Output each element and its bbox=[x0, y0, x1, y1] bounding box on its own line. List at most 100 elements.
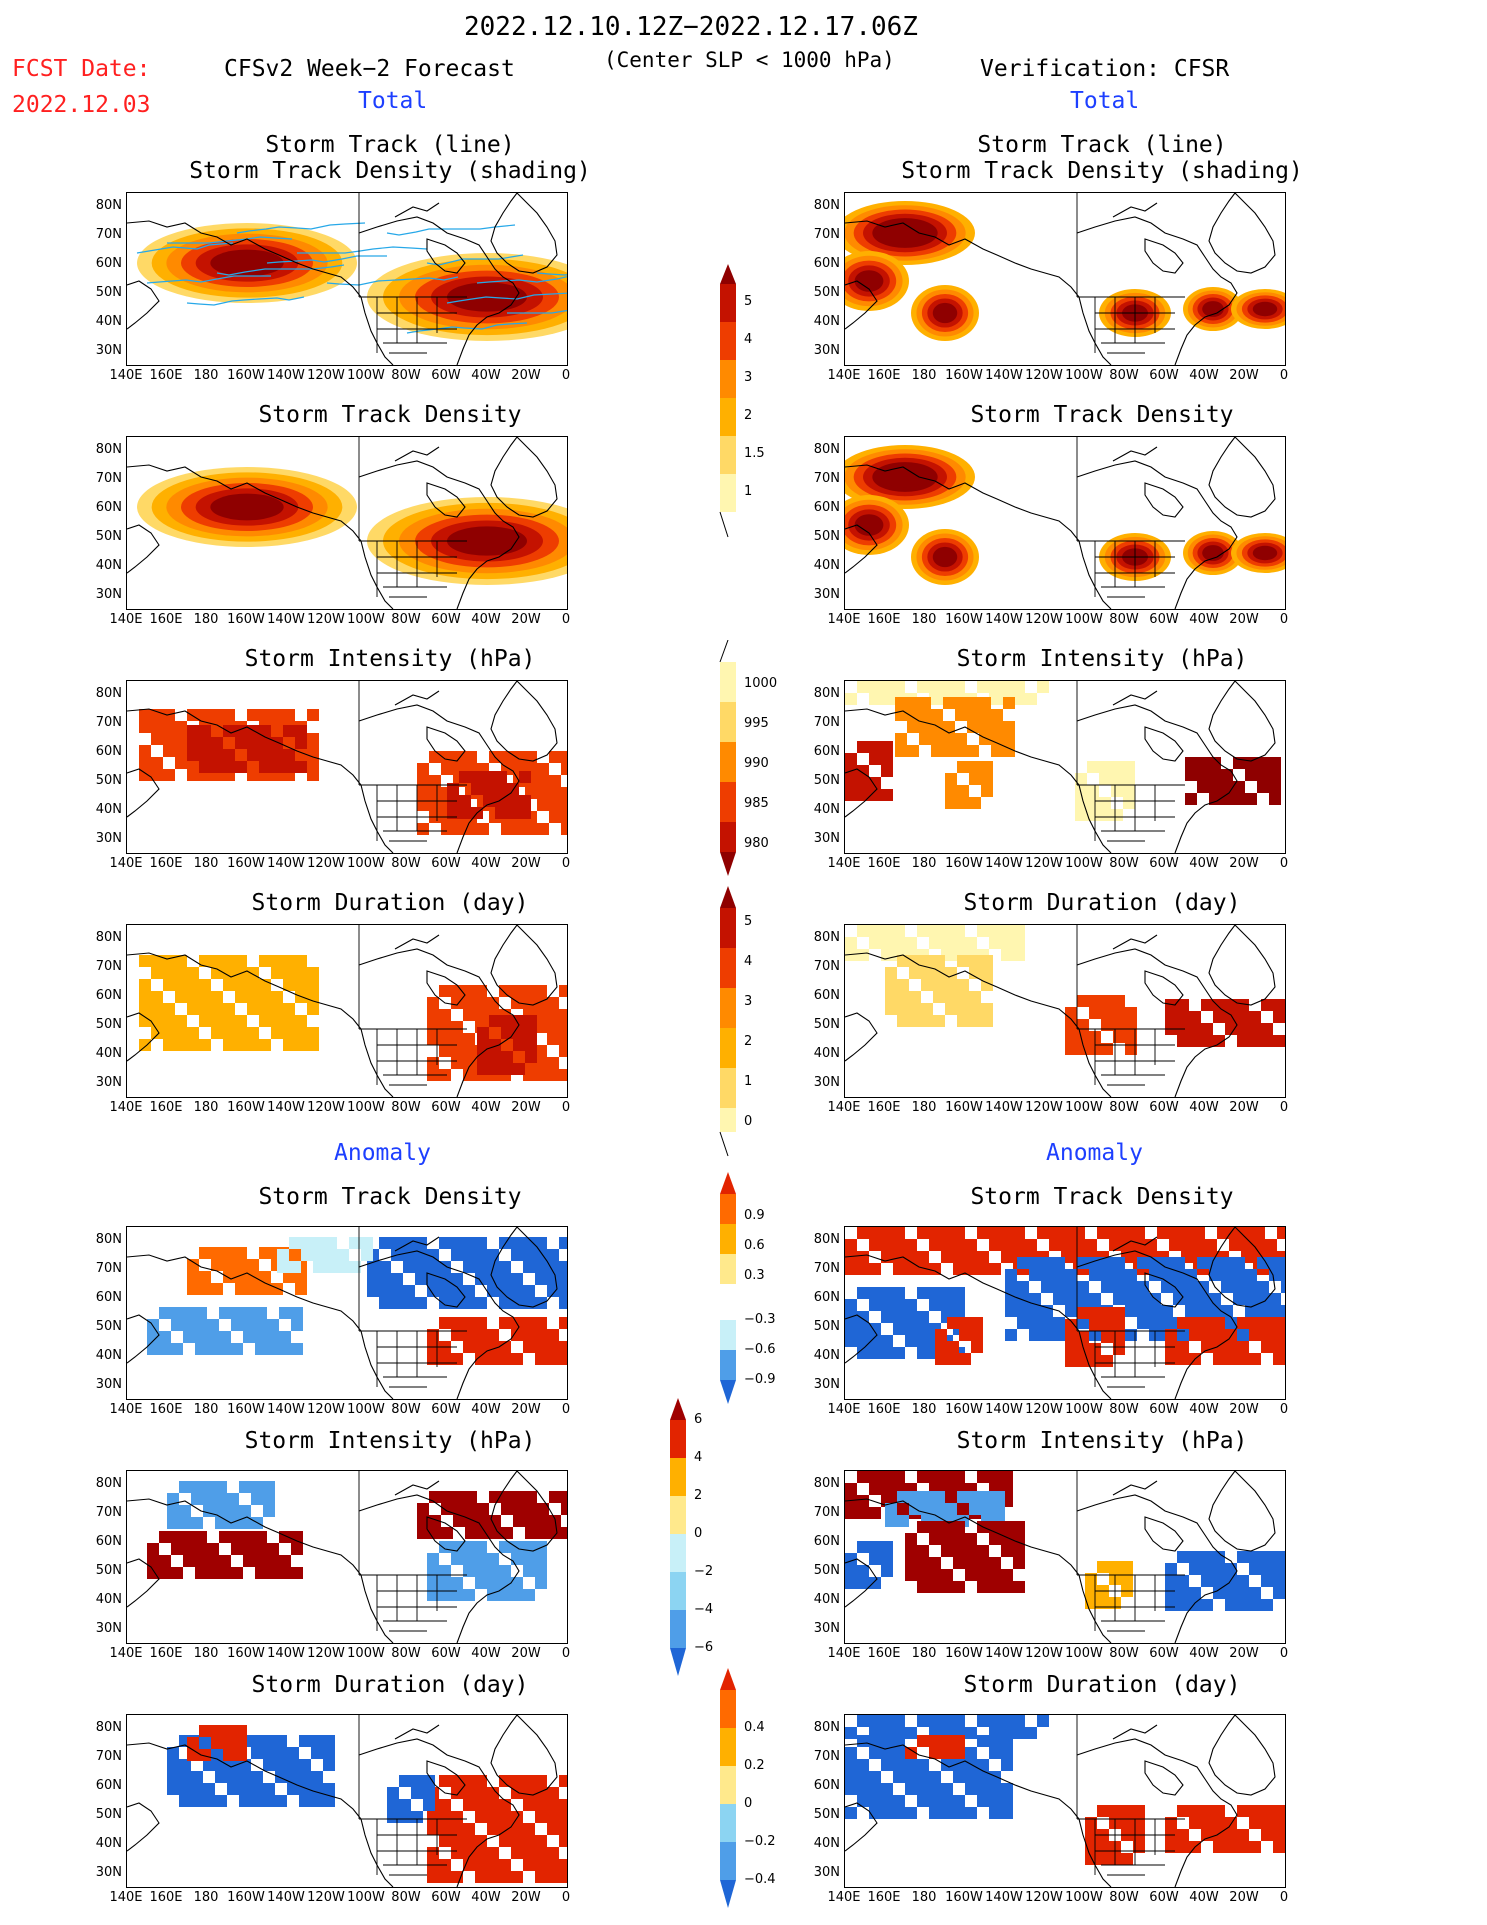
fcst-date-value: 2022.12.03 bbox=[12, 92, 151, 118]
lon-label: 0 bbox=[1279, 1100, 1289, 1115]
colorbar-density-anom bbox=[720, 1172, 736, 1404]
cb3-l1: 4 bbox=[744, 954, 753, 969]
lon-label: 100W bbox=[347, 1402, 385, 1417]
lat-label: 50N bbox=[95, 1563, 122, 1578]
lon-label: 40W bbox=[1189, 1646, 1219, 1661]
lon-label: 120W bbox=[307, 612, 345, 627]
lon-label: 100W bbox=[347, 1646, 385, 1661]
title-anom-density-left: Storm Track Density bbox=[258, 1184, 522, 1210]
cb5-l1: 4 bbox=[694, 1450, 703, 1465]
map-panel-r2-cfsr bbox=[844, 436, 1286, 610]
lon-label: 0 bbox=[561, 1402, 571, 1417]
lon-label: 140E bbox=[827, 612, 861, 627]
lat-label: 40N bbox=[813, 1348, 840, 1363]
total-label-left: Total bbox=[358, 88, 428, 114]
lon-label: 120W bbox=[307, 856, 345, 871]
lon-label: 80W bbox=[391, 612, 421, 627]
lon-label: 80W bbox=[1109, 612, 1139, 627]
lon-label: 0 bbox=[561, 1100, 571, 1115]
colorbar-intensity-anom bbox=[670, 1398, 686, 1676]
fcst-date-label: FCST Date: bbox=[12, 56, 151, 82]
lat-label: 40N bbox=[95, 314, 122, 329]
lon-label: 120W bbox=[1025, 1646, 1063, 1661]
lon-label: 40W bbox=[471, 1402, 501, 1417]
lat-label: 30N bbox=[95, 1075, 122, 1090]
lon-label: 140W bbox=[985, 856, 1023, 871]
lon-label: 160E bbox=[149, 1100, 183, 1115]
lat-label: 50N bbox=[813, 529, 840, 544]
lon-label: 0 bbox=[1279, 612, 1289, 627]
lon-label: 160E bbox=[867, 1100, 901, 1115]
lon-label: 180 bbox=[911, 612, 937, 627]
lat-label: 60N bbox=[95, 256, 122, 271]
lon-label: 40W bbox=[471, 612, 501, 627]
lon-label: 140E bbox=[109, 612, 143, 627]
lat-label: 60N bbox=[95, 988, 122, 1003]
anomaly-label-left: Anomaly bbox=[334, 1140, 431, 1166]
lon-label: 60W bbox=[431, 368, 461, 383]
lon-label: 120W bbox=[307, 368, 345, 383]
lon-label: 100W bbox=[347, 368, 385, 383]
cb1-l5: 1 bbox=[744, 484, 753, 499]
lat-label: 30N bbox=[95, 831, 122, 846]
map-panel-r6-cfsv2 bbox=[126, 1470, 568, 1644]
lat-label: 70N bbox=[813, 471, 840, 486]
lon-label: 160E bbox=[149, 1890, 183, 1905]
title-anom-duration-left: Storm Duration (day) bbox=[251, 1672, 529, 1698]
lat-label: 80N bbox=[95, 442, 122, 457]
lon-label: 140W bbox=[985, 1890, 1023, 1905]
lon-label: 180 bbox=[193, 368, 219, 383]
lat-label: 50N bbox=[95, 1319, 122, 1334]
lon-label: 140E bbox=[827, 856, 861, 871]
cb1-l4: 1.5 bbox=[744, 446, 765, 461]
title-track-line-left: Storm Track (line) bbox=[265, 132, 515, 158]
lon-label: 40W bbox=[1189, 368, 1219, 383]
lon-label: 160E bbox=[149, 1402, 183, 1417]
lon-label: 40W bbox=[1189, 612, 1219, 627]
lon-label: 160E bbox=[867, 368, 901, 383]
lat-label: 40N bbox=[95, 1592, 122, 1607]
lon-label: 160E bbox=[149, 856, 183, 871]
lat-label: 80N bbox=[95, 198, 122, 213]
cb6-l3: −0.2 bbox=[744, 1834, 776, 1849]
lat-label: 80N bbox=[813, 1720, 840, 1735]
lon-label: 60W bbox=[431, 1890, 461, 1905]
lat-label: 50N bbox=[95, 1017, 122, 1032]
lon-label: 100W bbox=[1065, 1100, 1103, 1115]
lon-label: 0 bbox=[1279, 1402, 1289, 1417]
lat-label: 40N bbox=[813, 558, 840, 573]
lat-label: 40N bbox=[813, 1046, 840, 1061]
lon-label: 160W bbox=[227, 1100, 265, 1115]
cb4-l5: −0.9 bbox=[744, 1372, 776, 1387]
lon-label: 160E bbox=[867, 1646, 901, 1661]
lon-label: 160W bbox=[227, 1402, 265, 1417]
lat-label: 80N bbox=[95, 686, 122, 701]
lon-label: 0 bbox=[561, 1890, 571, 1905]
lat-label: 50N bbox=[813, 1563, 840, 1578]
lon-label: 80W bbox=[1109, 1100, 1139, 1115]
lat-label: 80N bbox=[95, 1232, 122, 1247]
lon-label: 40W bbox=[471, 856, 501, 871]
cb3-l0: 5 bbox=[744, 914, 753, 929]
cb1-l3: 2 bbox=[744, 408, 753, 423]
lon-label: 140W bbox=[267, 1890, 305, 1905]
cb1-l2: 3 bbox=[744, 370, 753, 385]
lon-label: 140W bbox=[267, 368, 305, 383]
lat-label: 80N bbox=[813, 1232, 840, 1247]
lon-label: 100W bbox=[1065, 856, 1103, 871]
lon-label: 120W bbox=[1025, 1402, 1063, 1417]
lon-label: 160W bbox=[945, 1100, 983, 1115]
lon-label: 120W bbox=[307, 1100, 345, 1115]
map-panel-r3-cfsv2 bbox=[126, 680, 568, 854]
lat-label: 60N bbox=[813, 1290, 840, 1305]
cb3-l2: 3 bbox=[744, 994, 753, 1009]
map-panel-r2-cfsv2 bbox=[126, 436, 568, 610]
cb4-l3: −0.3 bbox=[744, 1312, 776, 1327]
lat-label: 60N bbox=[813, 256, 840, 271]
lat-label: 60N bbox=[813, 1778, 840, 1793]
lat-label: 40N bbox=[95, 802, 122, 817]
cb6-l4: −0.4 bbox=[744, 1872, 776, 1887]
lon-label: 140E bbox=[827, 368, 861, 383]
lon-label: 140W bbox=[267, 1402, 305, 1417]
colorbar-density-total bbox=[719, 264, 736, 538]
